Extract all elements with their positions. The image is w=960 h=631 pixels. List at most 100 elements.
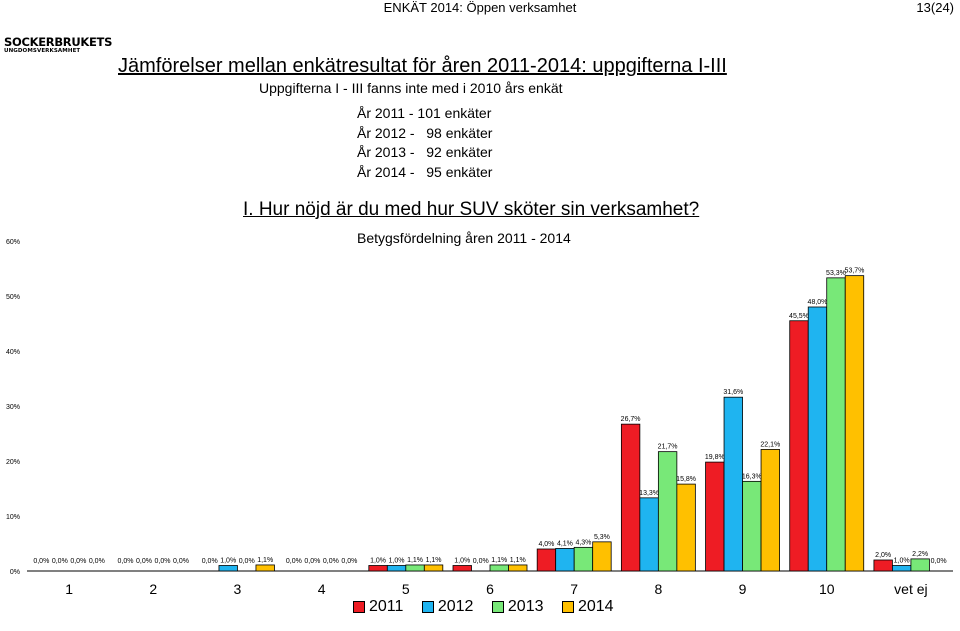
document-header-title: ENKÄT 2014: Öppen verksamhet [383, 0, 577, 15]
data-label: 4,0% [538, 541, 554, 548]
legend-item-2014: 2014 [561, 598, 614, 616]
data-label: 5,3% [594, 534, 610, 541]
data-label: 1,1% [491, 557, 507, 564]
y-tick-label: 50% [6, 294, 20, 301]
data-label: 1,0% [389, 558, 405, 565]
x-tick-label: 10 [819, 581, 835, 597]
chart-subtitle: Betygsfördelning åren 2011 - 2014 [357, 230, 571, 246]
data-label: 0,0% [341, 558, 357, 565]
data-label: 0,0% [931, 558, 947, 565]
bar-2014-7 [592, 541, 612, 572]
data-label: 22,1% [760, 441, 780, 448]
legend-item-2012: 2012 [421, 598, 474, 616]
data-label: 1,0% [454, 558, 470, 565]
data-label: 0,0% [286, 558, 302, 565]
bar-2014-3 [255, 564, 275, 572]
data-label: 0,0% [202, 558, 218, 565]
data-label: 0,0% [473, 558, 489, 565]
x-tick-label: vet ej [894, 581, 927, 597]
x-tick-label: 7 [570, 581, 578, 597]
x-tick-label: 2 [149, 581, 157, 597]
bar-2013-5 [405, 564, 425, 572]
legend-label-2011: 2011 [369, 598, 404, 615]
data-label: 45,5% [789, 313, 809, 320]
bar-2014-5 [423, 564, 444, 572]
y-tick-label: 10% [6, 514, 20, 521]
bar-2011-vet ej [873, 559, 893, 572]
x-tick-label: 6 [486, 581, 494, 597]
survey-count-2013: År 2013 - 92 enkäter [357, 144, 493, 160]
document-header: ENKÄT 2014: Öppen verksamhet 13(24) [0, 0, 960, 15]
y-tick-label: 30% [6, 404, 20, 411]
page-subtitle: Uppgifterna I - III fanns inte med i 201… [259, 80, 563, 96]
data-label: 0,0% [173, 558, 189, 565]
bar-2012-7 [555, 548, 575, 572]
bar-2012-8 [639, 497, 659, 572]
bar-2011-7 [536, 548, 557, 572]
bar-2013-vet ej [910, 558, 930, 572]
data-label: 26,7% [621, 416, 641, 423]
data-label: 2,2% [912, 551, 928, 558]
bar-2012-9 [723, 396, 743, 572]
data-label: 4,1% [557, 540, 573, 547]
logo-line-1: SOCKERBRUKETS [4, 35, 113, 49]
data-label: 0,0% [89, 558, 105, 565]
data-label: 1,1% [407, 557, 423, 564]
legend-swatch-2011 [353, 601, 365, 613]
data-label: 19,8% [705, 454, 725, 461]
data-label: 13,3% [639, 490, 659, 497]
x-tick-label: 4 [318, 581, 326, 597]
data-label: 0,0% [323, 558, 339, 565]
bar-2013-9 [742, 480, 762, 572]
y-tick-label: 20% [6, 459, 20, 466]
page-number: 13(24) [916, 0, 954, 15]
data-label: 0,0% [136, 558, 152, 565]
bar-2013-7 [573, 546, 594, 572]
data-label: 0,0% [118, 558, 134, 565]
x-tick-label: 5 [402, 581, 410, 597]
data-label: 1,0% [370, 558, 386, 565]
data-label: 0,0% [70, 558, 86, 565]
x-tick-label: 1 [65, 581, 73, 597]
bar-2012-vet ej [892, 565, 912, 572]
data-label: 0,0% [33, 558, 49, 565]
page-title: Jämförelser mellan enkätresultat för åre… [118, 55, 727, 77]
bar-2013-10 [826, 277, 846, 572]
y-tick-label: 40% [6, 349, 20, 356]
x-tick-label: 8 [654, 581, 662, 597]
y-tick-label: 60% [6, 239, 20, 246]
y-tick-label: 0% [10, 569, 20, 576]
bar-2012-5 [386, 565, 407, 572]
data-label: 48,0% [808, 299, 828, 306]
sockerbruket-logo: SOCKERBRUKETS UNGDOMSVERKSAMHET [4, 35, 113, 54]
legend-label-2012: 2012 [437, 598, 474, 615]
data-label: 0,0% [304, 558, 320, 565]
chart-legend: 2011 2012 2013 2014 [353, 598, 628, 618]
data-label: 0,0% [239, 558, 255, 565]
data-label: 0,0% [155, 558, 171, 565]
data-label: 1,0% [220, 558, 236, 565]
bar-2014-9 [760, 449, 780, 572]
x-tick-label: 9 [739, 581, 747, 597]
bar-2011-10 [789, 320, 809, 572]
data-label: 1,1% [510, 557, 526, 564]
bar-2013-6 [489, 564, 509, 572]
legend-swatch-2014 [561, 601, 574, 613]
survey-count-2014: År 2014 - 95 enkäter [357, 163, 493, 180]
bar-2014-8 [676, 483, 696, 572]
survey-count-2011: År 2011 - 101 enkäter [357, 105, 492, 121]
data-label: 15,8% [676, 476, 696, 483]
data-label: 2,0% [875, 552, 891, 559]
bar-2014-10 [844, 275, 865, 572]
data-label: 0,0% [52, 558, 68, 565]
question-title: I. Hur nöjd är du med hur SUV sköter sin… [243, 199, 700, 220]
bar-2012-3 [218, 565, 238, 572]
legend-swatch-2013 [491, 601, 504, 613]
bar-2011-8 [620, 423, 641, 572]
legend-item-2013: 2013 [491, 598, 544, 616]
legend-swatch-2012 [421, 601, 434, 613]
data-label: 1,1% [426, 557, 442, 564]
data-label: 31,6% [723, 389, 743, 396]
x-tick-label: 3 [234, 581, 242, 597]
